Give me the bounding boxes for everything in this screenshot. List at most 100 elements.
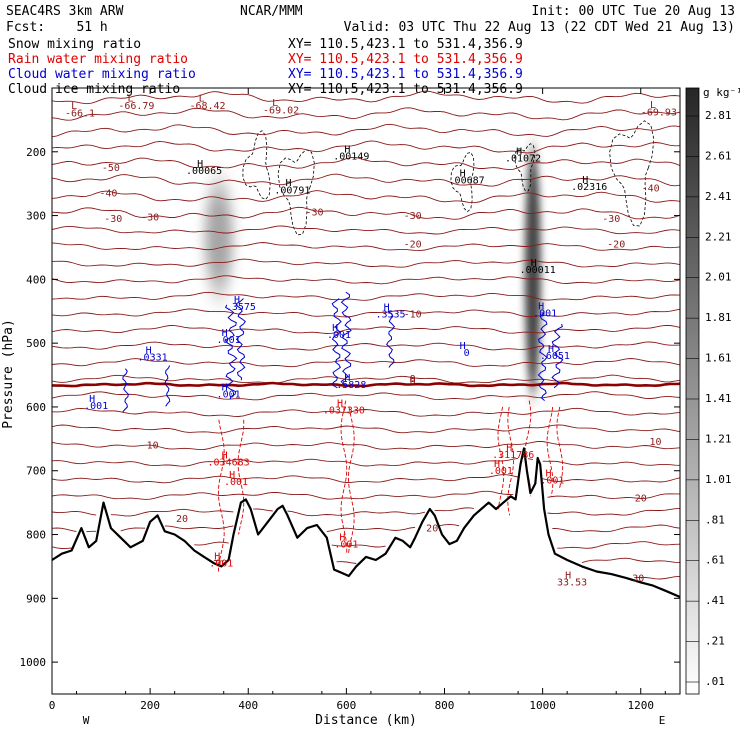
- x-end-east: E: [659, 714, 666, 727]
- cloud-water-contour: [340, 291, 352, 387]
- isotherm-line: [52, 90, 680, 105]
- high-marker: H: [332, 323, 338, 334]
- field-label-cloud-ice: Cloud ice mixing ratio: [8, 82, 180, 97]
- rain-contour: [340, 400, 348, 554]
- high-marker: H: [565, 571, 571, 582]
- isotherm-label: -20: [607, 240, 625, 251]
- isotherm-label: 10: [649, 437, 661, 448]
- cloud-ice-contour: [514, 143, 536, 192]
- isotherm-label: -30: [305, 208, 323, 219]
- high-value: .001: [209, 558, 233, 569]
- high-value: .001: [533, 308, 557, 319]
- high-marker: H: [460, 169, 466, 180]
- isotherm-line: [52, 324, 680, 334]
- high-marker: H: [506, 443, 512, 454]
- high-value: .311786: [492, 450, 534, 461]
- snow-shading: [204, 148, 541, 395]
- colorbar-tick-label: .41: [705, 594, 725, 607]
- colorbar-tick-label: 1.81: [705, 311, 732, 324]
- isotherm-line: [52, 474, 680, 484]
- cloud-water-contour: [164, 365, 171, 407]
- axes: 0 200 400 600 800 1000 12002003004005006007008…: [20, 88, 680, 712]
- isotherm-label: -50: [102, 163, 120, 174]
- high-value: 33.53: [557, 578, 587, 589]
- isotherm-label: 20: [426, 523, 438, 534]
- cloud-water-contour: [331, 298, 342, 389]
- isotherm-line: [52, 190, 680, 204]
- low-marker: L: [199, 93, 205, 104]
- freezing-level-line: [52, 381, 680, 388]
- plot-area: -50 -40 -40 -30 -30 -30 -30 -30 -20 -20 -10 0 10 10 20…: [52, 90, 680, 599]
- y-tick-label: 500: [26, 337, 46, 350]
- high-marker: H: [234, 295, 240, 306]
- high-value: .01072: [505, 153, 541, 164]
- cloud-water-contour: [235, 298, 246, 381]
- high-marker: H: [548, 344, 554, 355]
- colorbar: g kg⁻¹ .01 .21 .41 .61 .81 1.01 1.21 1.41 1.61 1.…: [685, 86, 740, 695]
- high-value: .00065: [186, 166, 222, 177]
- isotherm-line: [213, 557, 680, 564]
- high-marker: H: [494, 459, 500, 470]
- cloud-ice-contour: [609, 120, 655, 227]
- high-marker: H: [516, 146, 522, 157]
- colorbar-tick-label: .81: [705, 513, 725, 526]
- high-value: .3535: [375, 310, 405, 321]
- low-value: -69.93: [641, 107, 677, 118]
- high-marker: H: [89, 394, 95, 405]
- isotherm-line: [52, 541, 680, 549]
- rain-contour: [217, 419, 225, 573]
- high-marker: H: [384, 303, 390, 314]
- isotherm-line: [52, 157, 680, 171]
- rain-contour: [497, 406, 505, 510]
- cloud-water-contour: [551, 323, 564, 389]
- high-value: .00791: [274, 185, 310, 196]
- low-marker: L: [71, 101, 77, 112]
- high-value: .0331: [138, 352, 168, 363]
- colorbar-tick-label: 2.61: [705, 149, 732, 162]
- high-value: .001: [217, 335, 241, 346]
- high-marker: H: [582, 175, 588, 186]
- isotherm-line: [52, 140, 680, 154]
- colorbar-tick-label: 1.61: [705, 352, 732, 365]
- isotherm-line: [52, 507, 680, 517]
- isotherm-label: -30: [104, 214, 122, 225]
- isotherm-line: [52, 457, 680, 467]
- field-label-rain: Rain water mixing ratio: [8, 52, 188, 67]
- forecast-hour: Fcst: 51 h: [6, 20, 108, 35]
- model-title: SEAC4RS 3km ARW: [6, 4, 124, 19]
- low-marker: L: [127, 93, 133, 104]
- isotherm-line: [52, 490, 680, 500]
- high-value: .3575: [226, 302, 256, 313]
- high-value: .6051: [540, 351, 570, 362]
- cloud-water-contour: [537, 311, 548, 401]
- x-tick-label: 0: [49, 699, 56, 712]
- snow-column: [204, 183, 233, 293]
- isotherm-line: [52, 358, 680, 368]
- y-tick-label: 600: [26, 401, 46, 414]
- field-xy-cloud-water: XY= 110.5,423.1 to 531.4,356.9: [288, 67, 523, 82]
- isotherm-label: -20: [404, 240, 422, 251]
- cloud-water-contour: [122, 368, 129, 413]
- x-tick-label: 200: [140, 699, 160, 712]
- high-marker: H: [222, 451, 228, 462]
- isotherm-line: [52, 258, 680, 268]
- high-value: .001: [540, 476, 564, 487]
- colorbar-unit: g kg⁻¹: [703, 86, 740, 99]
- low-value: -69.02: [263, 106, 299, 117]
- isotherm-label: 30: [632, 574, 644, 585]
- field-xy-snow: XY= 110.5,423.1 to 531.4,356.9: [288, 37, 523, 52]
- isotherm-label: -40: [642, 183, 660, 194]
- low-value: -66.79: [118, 101, 154, 112]
- colorbar-tick-label: .61: [705, 554, 725, 567]
- high-value: .001: [334, 539, 358, 550]
- isotherm-label: -10: [404, 310, 422, 321]
- y-axis-title: Pressure (hPa): [1, 319, 16, 429]
- rain-contour: [347, 406, 355, 554]
- y-tick-label: 400: [26, 273, 46, 286]
- colorbar-tick-label: 2.01: [705, 271, 732, 284]
- isotherm-line: [52, 391, 680, 401]
- high-marker: H: [214, 551, 220, 562]
- isotherm-label: -30: [141, 213, 159, 224]
- y-tick-label: 700: [26, 465, 46, 478]
